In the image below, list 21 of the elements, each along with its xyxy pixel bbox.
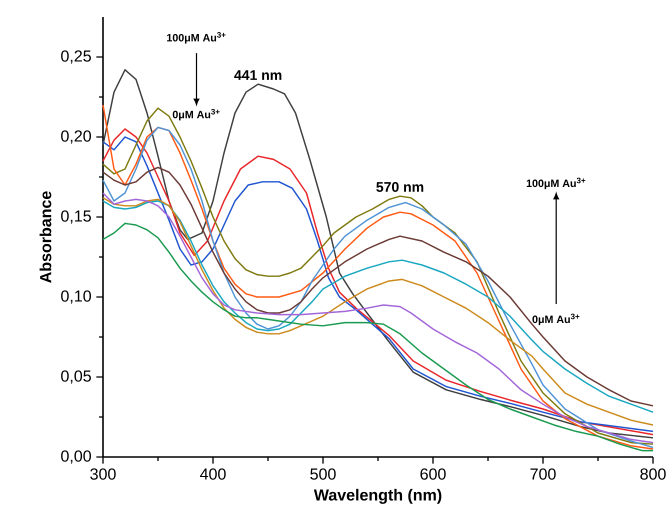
annotation: 0μM Au$^{3+}$ xyxy=(172,108,220,120)
x-axis-title: Wavelength (nm) xyxy=(314,488,442,504)
x-tick-label: 700 xyxy=(530,468,556,480)
y-tick-label: 0,20 xyxy=(61,130,92,144)
y-tick-label: 0,25 xyxy=(61,50,91,64)
y-tick-label: 0,05 xyxy=(61,370,91,384)
y-axis-title: Absorbance xyxy=(40,191,52,283)
x-tick-label: 400 xyxy=(200,468,226,480)
annotation: 100μM Au$^{3+}$ xyxy=(167,32,226,44)
line-series xyxy=(102,166,654,407)
annotation: 0μM Au$^{3+}$ xyxy=(532,314,580,326)
y-tick-label: 0,10 xyxy=(61,290,92,304)
y-tick-label: 0,00 xyxy=(61,450,92,464)
annotation: 570 nm xyxy=(376,182,424,192)
x-tick-label: 800 xyxy=(640,468,666,480)
annotation: 100μM Au$^{3+}$ xyxy=(526,178,586,190)
x-tick-label: 300 xyxy=(90,468,116,480)
annotation: 441 nm xyxy=(234,70,282,80)
x-tick-label: 500 xyxy=(310,468,336,480)
x-tick-label: 600 xyxy=(420,468,446,480)
y-tick-label: 0,15 xyxy=(61,210,91,224)
